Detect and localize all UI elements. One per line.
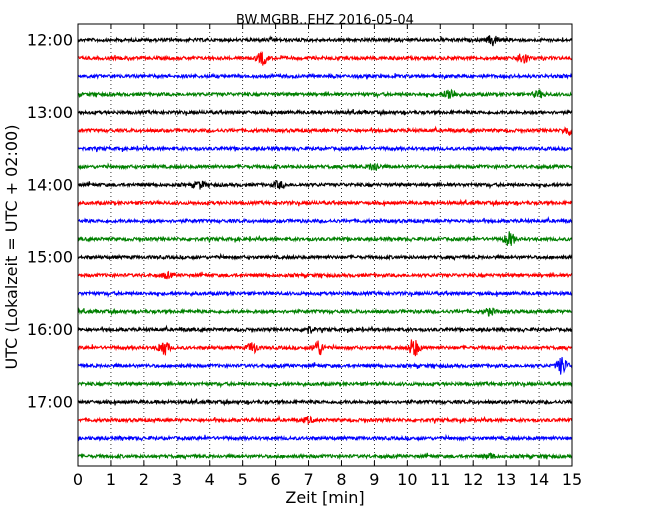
x-tick-label: 10 (397, 470, 417, 489)
trace-layer (77, 35, 573, 461)
y-tick-label: 17:00 (27, 393, 73, 412)
seismogram-trace (77, 452, 573, 461)
seismogram-trace (77, 357, 573, 375)
x-tick-label: 7 (303, 470, 313, 489)
x-tick-label: 2 (139, 470, 149, 489)
seismogram-trace (77, 252, 573, 261)
seismogram-trace (77, 339, 573, 357)
x-tick-label: 3 (172, 470, 182, 489)
y-axis-label: UTC (Lokalzeit = UTC + 02:00) (2, 125, 21, 370)
seismogram-trace (77, 35, 573, 47)
seismogram-trace (77, 180, 573, 190)
seismogram-trace (77, 324, 573, 334)
x-tick-label: 6 (271, 470, 281, 489)
y-tick-label: 12:00 (27, 31, 73, 50)
seismogram-trace (77, 144, 573, 153)
x-tick-label: 0 (73, 470, 83, 489)
seismogram-trace (77, 270, 573, 280)
seismogram-trace (77, 380, 573, 389)
grid-layer (110, 24, 540, 466)
seismogram-trace (77, 88, 573, 99)
seismogram-trace (77, 50, 573, 66)
seismogram-trace (77, 231, 573, 246)
x-tick-label: 13 (496, 470, 516, 489)
seismogram-trace (77, 289, 573, 298)
y-tick-label: 14:00 (27, 175, 73, 194)
seismogram-trace (77, 125, 573, 136)
y-tick-label: 15:00 (27, 248, 73, 267)
x-tick-label: 1 (106, 470, 116, 489)
x-tick-label: 12 (463, 470, 483, 489)
tick-layer: 0 1 2 3 4 5 6 7 8 9 10 11 12 13 14 1512:0013:0014:0015:… (27, 24, 582, 489)
y-tick-label: 16:00 (27, 320, 73, 339)
seismogram-trace (77, 433, 573, 442)
x-tick-label: 11 (430, 470, 450, 489)
seismogram-trace (77, 415, 573, 426)
x-axis-label: Zeit [min] (285, 488, 364, 507)
x-tick-label: 8 (336, 470, 346, 489)
x-tick-label: 15 (562, 470, 582, 489)
seismogram-trace (77, 397, 573, 407)
x-tick-label: 9 (369, 470, 379, 489)
y-tick-label: 13:00 (27, 103, 73, 122)
seismogram-trace (77, 198, 573, 208)
seismogram-trace (77, 108, 573, 117)
chart-title: BW.MGBB..EHZ 2016-05-04 (236, 13, 414, 28)
x-tick-label: 5 (238, 470, 248, 489)
seismogram-trace (77, 162, 573, 171)
seismogram-trace (77, 72, 573, 81)
plot-frame (77, 23, 573, 467)
x-tick-label: 14 (529, 470, 549, 489)
seismogram-trace (77, 215, 573, 225)
x-tick-label: 4 (205, 470, 215, 489)
seismogram-trace (77, 307, 573, 317)
